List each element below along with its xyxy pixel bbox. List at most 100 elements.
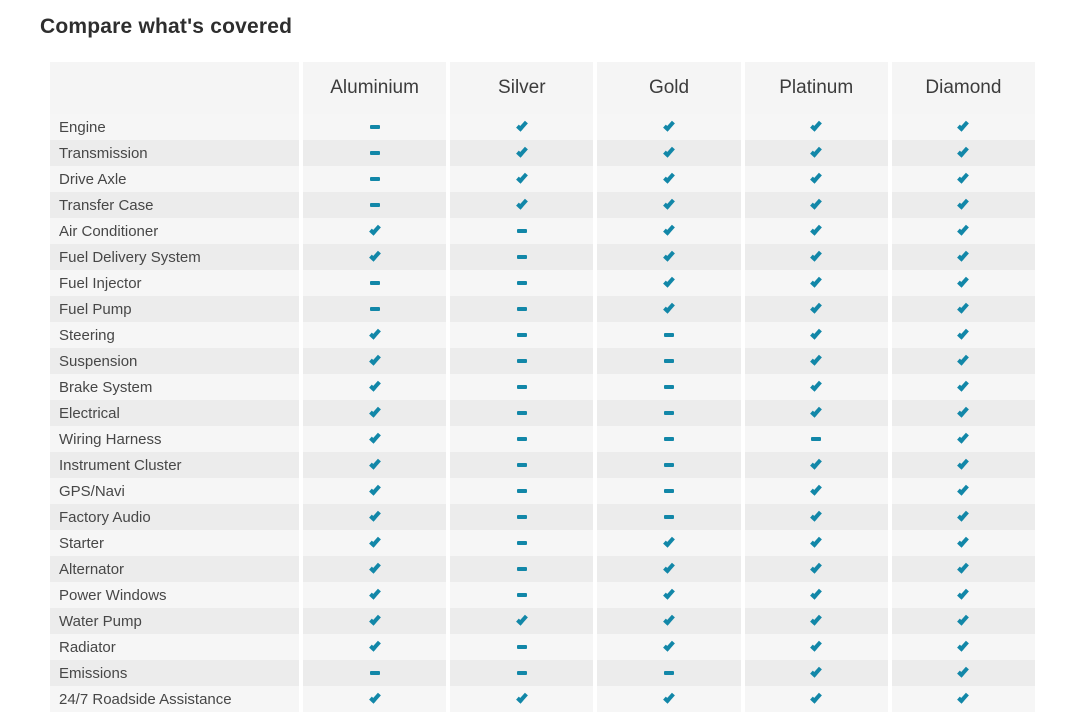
coverage-cell [744, 582, 888, 608]
table-row: Fuel Delivery System [50, 244, 1036, 270]
coverage-cell [597, 218, 741, 244]
coverage-cell [303, 504, 447, 530]
coverage-cell [744, 296, 888, 322]
dash-icon [811, 437, 822, 441]
coverage-cell [744, 218, 888, 244]
row-label-cell: Brake System [50, 374, 299, 400]
table-row: GPS/Navi [50, 478, 1036, 504]
row-label: Radiator [59, 638, 116, 656]
coverage-cell [744, 348, 888, 374]
dash-icon [369, 307, 380, 311]
check-icon [368, 508, 381, 522]
coverage-cell [303, 400, 447, 426]
coverage-cell [744, 556, 888, 582]
coverage-cell [597, 322, 741, 348]
coverage-cell [303, 218, 447, 244]
row-label: Fuel Pump [59, 300, 132, 318]
row-label: 24/7 Roadside Assistance [59, 690, 232, 708]
coverage-cell [744, 452, 888, 478]
table-header-row: Aluminium Silver Gold Platinum Diamond [50, 62, 1036, 114]
dash-icon [369, 177, 380, 181]
coverage-cell [597, 634, 741, 660]
check-icon [515, 690, 528, 704]
check-icon [957, 118, 970, 132]
check-icon [368, 352, 381, 366]
row-label-cell: GPS/Navi [50, 478, 299, 504]
row-label: Alternator [59, 560, 125, 578]
check-icon [810, 274, 823, 288]
check-icon [663, 560, 675, 574]
coverage-cell [450, 192, 594, 218]
dash-icon [516, 671, 527, 675]
check-icon [368, 222, 381, 236]
check-icon [957, 482, 970, 496]
check-icon [810, 638, 823, 652]
coverage-cell [597, 244, 741, 270]
coverage-cell [303, 166, 447, 192]
check-icon [368, 326, 381, 340]
table-row: Engine [50, 114, 1036, 140]
check-icon [663, 118, 675, 132]
coverage-cell [597, 452, 741, 478]
coverage-cell [303, 192, 447, 218]
row-label: Brake System [59, 378, 153, 396]
coverage-cell [891, 504, 1036, 530]
check-icon [810, 248, 823, 262]
row-label-cell: Radiator [50, 634, 299, 660]
dash-icon [664, 515, 674, 519]
coverage-cell [450, 348, 594, 374]
dash-icon [516, 307, 527, 311]
dash-icon [516, 645, 527, 649]
dash-icon [664, 437, 674, 441]
coverage-cell [891, 478, 1036, 504]
dash-icon [369, 671, 380, 675]
coverage-cell [450, 114, 594, 140]
table-row: Air Conditioner [50, 218, 1036, 244]
table-row: Instrument Cluster [50, 452, 1036, 478]
coverage-cell [597, 504, 741, 530]
table-row: Fuel Pump [50, 296, 1036, 322]
coverage-cell [597, 270, 741, 296]
check-icon [957, 430, 970, 444]
check-icon [957, 144, 970, 158]
coverage-cell [891, 608, 1036, 634]
coverage-cell [597, 140, 741, 166]
check-icon [957, 326, 970, 340]
dash-icon [664, 385, 674, 389]
coverage-cell [450, 400, 594, 426]
check-icon [810, 586, 823, 600]
coverage-cell [303, 634, 447, 660]
dash-icon [369, 203, 380, 207]
table-header-spacer [50, 62, 299, 114]
check-icon [810, 612, 823, 626]
dash-icon [516, 593, 527, 597]
row-label-cell: Fuel Injector [50, 270, 299, 296]
row-label-cell: Transmission [50, 140, 299, 166]
coverage-cell [597, 608, 741, 634]
check-icon [810, 456, 823, 470]
column-header-gold: Gold [597, 62, 741, 114]
check-icon [957, 664, 970, 678]
dash-icon [664, 411, 674, 415]
row-label: Fuel Delivery System [59, 248, 201, 266]
row-label: Steering [59, 326, 115, 344]
column-header-platinum: Platinum [744, 62, 888, 114]
coverage-cell [303, 426, 447, 452]
coverage-cell [891, 218, 1036, 244]
row-label: Engine [59, 118, 106, 136]
coverage-cell [303, 530, 447, 556]
coverage-cell [597, 374, 741, 400]
table-body: Engine Transmission Drive Axle Transfer Cas… [50, 114, 1036, 712]
table-row: Power Windows [50, 582, 1036, 608]
row-label-cell: Suspension [50, 348, 299, 374]
coverage-cell [744, 140, 888, 166]
check-icon [810, 534, 823, 548]
row-label: Wiring Harness [59, 430, 162, 448]
check-icon [515, 144, 528, 158]
check-icon [368, 534, 381, 548]
coverage-cell [744, 192, 888, 218]
dash-icon [516, 359, 527, 363]
coverage-cell [744, 114, 888, 140]
dash-icon [516, 489, 527, 493]
table-row: Factory Audio [50, 504, 1036, 530]
